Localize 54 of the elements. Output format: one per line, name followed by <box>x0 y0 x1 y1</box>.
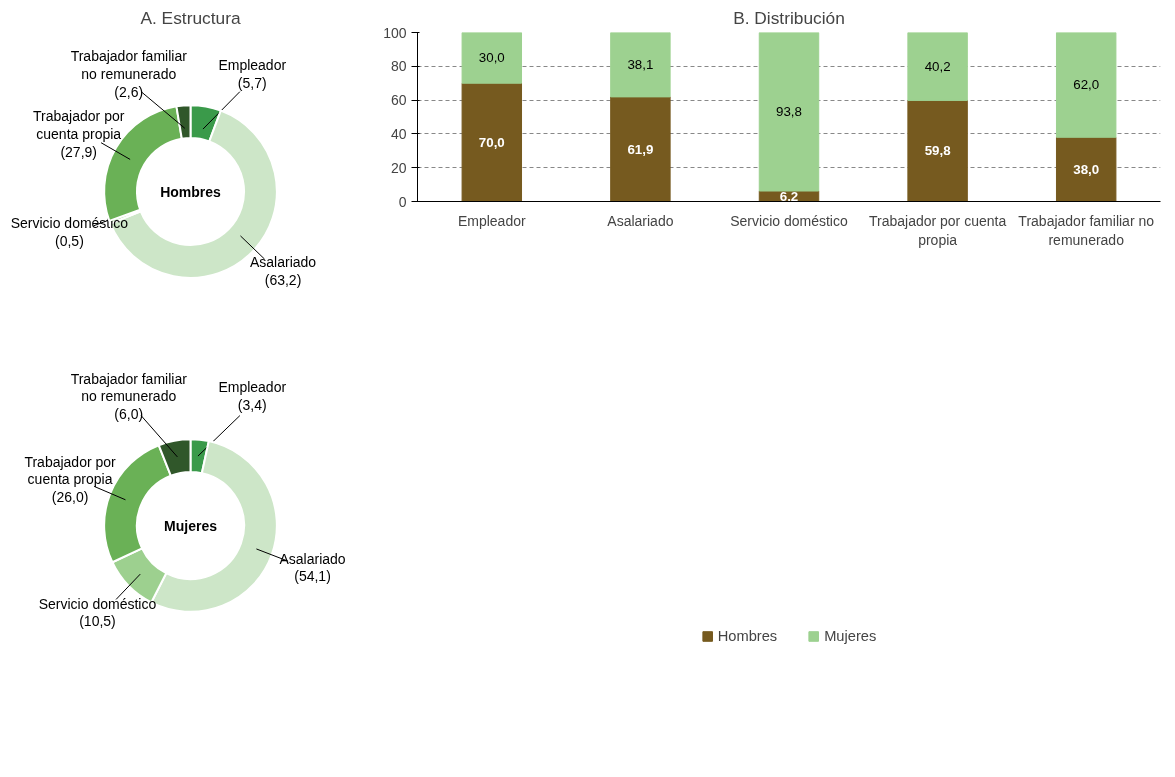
data-label: 38,1 <box>627 57 654 73</box>
x-tick-label: Empleador <box>457 212 526 229</box>
bar <box>610 32 671 98</box>
data-label: 61,9 <box>627 141 654 157</box>
slice-label: Trabajador por cuenta propia <box>33 108 125 143</box>
data-label: 93,8 <box>776 104 802 120</box>
x-tick-label: Asalariado <box>607 212 674 229</box>
bar <box>758 32 820 192</box>
data-label: 70,0 <box>478 134 505 150</box>
bar <box>907 99 968 202</box>
slice-label: Empleador <box>218 379 287 396</box>
bar <box>461 32 523 84</box>
bar <box>610 96 671 202</box>
data-label: 59,8 <box>924 143 951 159</box>
slice-label: Asalariado <box>279 550 346 567</box>
y-tick-label: 80 <box>390 58 407 75</box>
y-tick-label: 40 <box>390 125 407 142</box>
data-label: 30,0 <box>478 50 505 66</box>
data-label: (27,9) <box>60 143 98 160</box>
y-tick-label: 0 <box>398 193 407 210</box>
slice-label: Servicio doméstico <box>38 595 157 612</box>
data-label: 40,2 <box>924 58 951 74</box>
x-tick-label: Trabajador familiar no remunerado <box>1018 212 1155 248</box>
chart-title: B. Distribución <box>733 7 845 28</box>
data-label: (54,1) <box>294 568 331 585</box>
text: Hombres <box>160 183 222 200</box>
x-tick-label: Trabajador por cuenta propia <box>868 212 1007 248</box>
data-label: (2,6) <box>114 83 144 100</box>
data-label: (26,0) <box>51 489 89 506</box>
y-tick-label: 20 <box>390 159 407 176</box>
y-tick-label: 100 <box>383 24 407 41</box>
slice-label: Asalariado <box>249 254 317 271</box>
data-label: (0,5) <box>55 232 84 249</box>
text: Mujeres <box>164 517 218 534</box>
data-label: 38,0 <box>1073 161 1100 177</box>
slice-label: Trabajador familiar no remunerado <box>70 48 188 83</box>
data-label: 62,0 <box>1073 77 1100 93</box>
slice-label: Empleador <box>218 57 287 74</box>
legend-label: Mujeres <box>824 628 877 644</box>
bar <box>1055 32 1117 138</box>
data-label: (5,7) <box>237 74 267 91</box>
bar <box>461 82 523 202</box>
slice-label: Trabajador familiar no remunerado <box>70 370 188 405</box>
bar <box>907 32 968 101</box>
x-tick-label: Servicio doméstico <box>730 212 848 229</box>
bar <box>1055 136 1117 202</box>
data-label: (6,0) <box>114 405 144 422</box>
data-label: (63,2) <box>264 271 302 288</box>
slice-label: Trabajador por cuenta propia <box>24 453 117 488</box>
data-label: (3,4) <box>237 396 267 413</box>
y-tick-label: 60 <box>390 92 407 109</box>
data-label: (10,5) <box>79 613 116 630</box>
chart-title: A. Estructura <box>140 7 241 28</box>
legend-label: Hombres <box>717 628 778 644</box>
